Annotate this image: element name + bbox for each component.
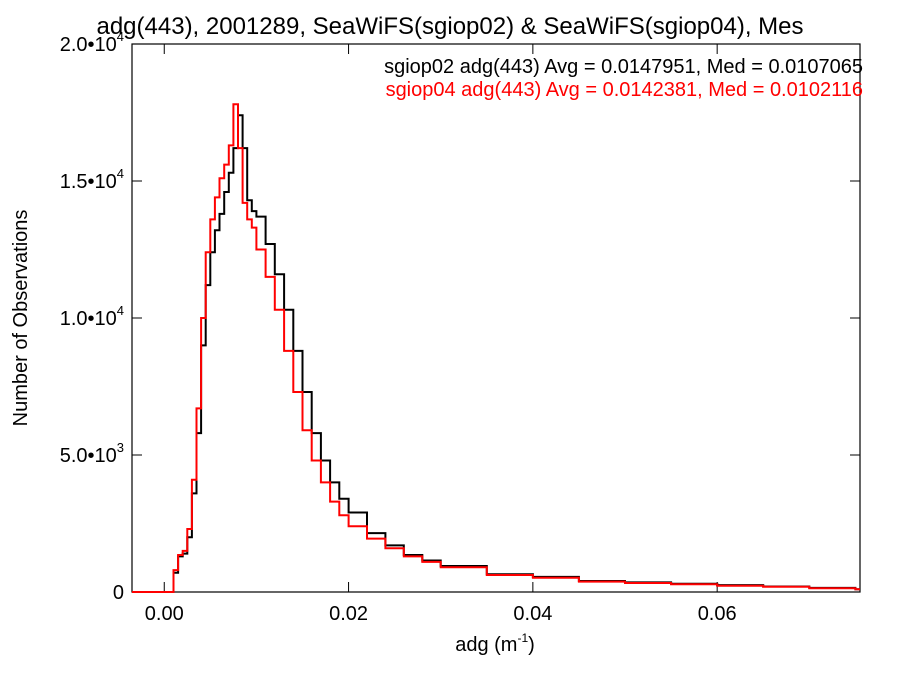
series-layer — [132, 103, 860, 593]
legend: sgiop02 adg(443) Avg = 0.0147951, Med = … — [384, 56, 863, 101]
x-tick-label: 0.06 — [698, 603, 737, 625]
legend-entry-sgiop04: sgiop04 adg(443) Avg = 0.0142381, Med = … — [386, 79, 863, 101]
y-tick-label-base: 2.0•10 — [60, 34, 117, 56]
x-axis-label-superscript: -1 — [517, 631, 528, 645]
chart-title-text: adg(443), 2001289, SeaWiFS(sgiop02) & Se… — [96, 13, 803, 40]
series-line-sgiop04 — [132, 103, 860, 593]
x-tick-label: 0.02 — [329, 603, 368, 625]
x-tick-label: 0.00 — [145, 603, 184, 625]
x-axis-label-close: ) — [528, 634, 535, 656]
y-tick-label-base: 1.5•10 — [60, 171, 117, 193]
y-tick-label-exponent: 4 — [117, 29, 124, 44]
x-tick-label: 0.04 — [513, 603, 552, 625]
y-tick-label-exponent: 3 — [117, 440, 124, 455]
y-tick-label: 5.0•103 — [60, 440, 124, 467]
y-tick-label: 0 — [113, 582, 124, 604]
y-tick-label-base: 0 — [113, 582, 124, 604]
y-tick-label-base: 5.0•10 — [60, 445, 117, 467]
y-tick-label-exponent: 4 — [117, 166, 124, 181]
y-axis-label: Number of Observations — [10, 210, 32, 427]
y-tick-label: 2.0•104 — [60, 29, 124, 56]
plot-frame — [131, 43, 861, 593]
x-axis-label: adg (m-1) — [455, 631, 535, 656]
y-tick-label: 1.0•104 — [60, 303, 124, 330]
x-axis-ticks: 0.00 0.02 0.04 0.06 — [145, 44, 737, 625]
y-tick-label-exponent: 4 — [117, 303, 124, 318]
legend-entry-sgiop02: sgiop02 adg(443) Avg = 0.0147951, Med = … — [384, 56, 863, 78]
chart-title: adg(443), 2001289, SeaWiFS(sgiop02) & Se… — [96, 13, 803, 40]
y-tick-label: 1.5•104 — [60, 166, 124, 193]
x-axis-label-main: adg (m — [455, 634, 517, 656]
y-tick-label-base: 1.0•10 — [60, 308, 117, 330]
series-line-sgiop02 — [132, 114, 860, 593]
